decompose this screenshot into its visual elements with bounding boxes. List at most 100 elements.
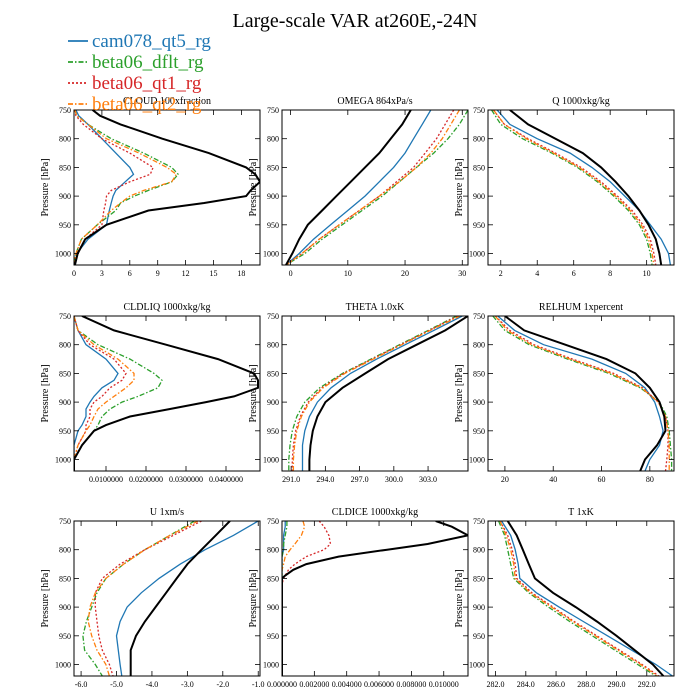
x-tick-label: 6: [128, 269, 132, 278]
legend-label: beta06_dflt_rg: [92, 52, 204, 73]
series-line-OBS: [74, 110, 260, 265]
legend-label: beta06_qt2_rg: [92, 94, 202, 115]
y-axis-label: Pressure [hPa]: [454, 569, 465, 627]
plot-frame: [281, 315, 469, 472]
series-line-beta06_dflt_rg: [82, 521, 195, 676]
legend-item: beta06_qt2_rg: [68, 94, 202, 115]
x-tick-label: 0.010000: [429, 680, 459, 689]
panel-4: 750 800 850 900 950 1000 291.0 294.0 297.0 300.0 3…: [248, 302, 469, 484]
x-tick-label: 0: [289, 269, 293, 278]
legend-item: beta06_qt1_rg: [68, 73, 202, 94]
plot-frame: [487, 315, 675, 472]
x-tick-label: -1.0: [252, 680, 265, 689]
panel-title: THETA 1.0xK: [346, 302, 405, 313]
x-tick-label: 20: [401, 269, 409, 278]
series-line-cam078_qt5_rg: [74, 316, 119, 471]
legend-label: cam078_qt5_rg: [92, 31, 211, 52]
x-tick-label: 0.000000: [267, 680, 297, 689]
y-tick-label: 750: [473, 106, 485, 115]
x-tick-label: 18: [237, 269, 245, 278]
plot-frame: [73, 315, 261, 472]
x-tick-label: 2: [499, 269, 503, 278]
series-line-beta06_qt1_rg: [291, 316, 458, 471]
x-tick-label: 0.0300000: [169, 475, 203, 484]
plot-frame: [281, 109, 469, 266]
x-tick-label: 0.0100000: [89, 475, 123, 484]
x-tick-label: 288.0: [577, 680, 595, 689]
legend-item: beta06_dflt_rg: [68, 52, 204, 73]
panel-6: 750 800 850 900 950 1000 -6.0 -5.0 -4.0 -3.0 -2.0 -…: [40, 507, 265, 689]
series-line-beta06_qt2_rg: [494, 316, 670, 471]
y-tick-label: 900: [267, 192, 279, 201]
x-tick-label: 80: [646, 475, 654, 484]
y-tick-label: 950: [473, 632, 485, 641]
series-line-cam078_qt5_rg: [496, 110, 672, 265]
x-tick-label: 0: [72, 269, 76, 278]
plot-frame: [73, 109, 261, 266]
x-tick-label: 292.0: [638, 680, 656, 689]
y-tick-label: 1000: [55, 661, 71, 670]
panel-title: U 1xm/s: [150, 507, 184, 518]
y-tick-label: 850: [473, 574, 485, 583]
series-line-OBS: [285, 110, 412, 265]
y-tick-label: 850: [59, 574, 71, 583]
series-line-OBS: [504, 316, 667, 471]
series-line-beta06_qt2_rg: [499, 521, 658, 676]
x-tick-label: 15: [210, 269, 218, 278]
plot-frame: [487, 520, 675, 677]
y-tick-label: 800: [59, 135, 71, 144]
y-axis-label: Pressure [hPa]: [454, 364, 465, 422]
series-line-beta06_dflt_rg: [74, 110, 180, 265]
series-line-beta06_qt1_rg: [494, 316, 669, 471]
y-tick-label: 1000: [469, 250, 485, 259]
x-tick-label: 286.0: [547, 680, 565, 689]
y-tick-label: 900: [59, 398, 71, 407]
x-tick-label: 6: [572, 269, 576, 278]
series-line-beta06_dflt_rg: [282, 521, 288, 676]
series-line-beta06_qt2_rg: [74, 316, 135, 471]
y-tick-label: 750: [59, 312, 71, 321]
x-tick-label: 300.0: [385, 475, 403, 484]
series-line-cam078_qt5_rg: [282, 521, 286, 676]
y-tick-label: 1000: [263, 661, 279, 670]
series-group: [74, 110, 260, 265]
series-line-OBS: [509, 110, 663, 265]
series-line-cam078_qt5_rg: [301, 316, 463, 471]
series-line-OBS: [282, 521, 468, 676]
x-tick-label: 10: [344, 269, 352, 278]
y-tick-label: 850: [267, 574, 279, 583]
y-tick-label: 750: [267, 106, 279, 115]
y-tick-label: 1000: [55, 456, 71, 465]
series-line-OBS: [129, 521, 231, 676]
x-tick-label: -5.0: [110, 680, 123, 689]
series-line-cam078_qt5_rg: [501, 521, 673, 676]
x-tick-label: 0.006000: [364, 680, 394, 689]
series-group: [288, 316, 468, 471]
series-line-beta06_qt1_rg: [492, 110, 657, 265]
x-tick-label: 40: [549, 475, 557, 484]
x-tick-label: 282.0: [487, 680, 505, 689]
series-group: [74, 316, 259, 471]
y-tick-label: 800: [473, 135, 485, 144]
y-tick-label: 800: [267, 546, 279, 555]
plot-frame: [73, 520, 261, 677]
series-line-beta06_qt2_rg: [492, 110, 655, 265]
panel-title: CLDICE 1000xkg/kg: [332, 507, 418, 518]
panel-7: 750 800 850 900 950 1000 0.000000 0.002000 0.004…: [248, 507, 469, 689]
y-tick-label: 800: [59, 546, 71, 555]
y-tick-label: 950: [473, 221, 485, 230]
panel-title: T 1xK: [568, 507, 594, 518]
series-group: [491, 110, 672, 265]
x-tick-label: 0.0400000: [209, 475, 243, 484]
y-tick-label: 1000: [469, 456, 485, 465]
y-tick-label: 850: [267, 163, 279, 172]
y-tick-label: 750: [59, 517, 71, 526]
x-tick-label: -6.0: [75, 680, 88, 689]
y-axis-label: Pressure [hPa]: [248, 364, 259, 422]
y-tick-label: 850: [59, 369, 71, 378]
series-line-beta06_dflt_rg: [491, 110, 653, 265]
panel-1: 750 800 850 900 950 1000 0 10 20 30 OMEGA 864xPa/s…: [248, 96, 469, 278]
series-line-beta06_qt2_rg: [74, 110, 178, 265]
y-tick-label: 900: [267, 603, 279, 612]
